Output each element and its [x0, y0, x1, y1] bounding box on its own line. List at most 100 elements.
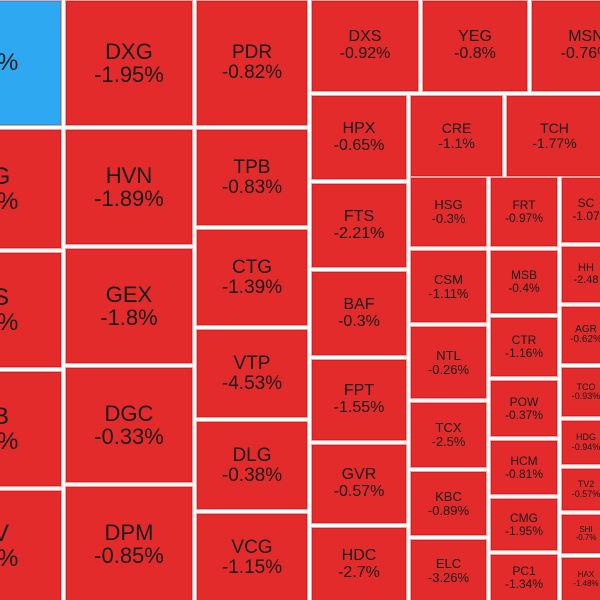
tile-symbol: MSN — [568, 28, 600, 46]
tile-symbol: FPT — [343, 382, 375, 400]
tile-change: -2.21% — [333, 224, 385, 242]
tile-ctr[interactable]: CTR -1.16% — [490, 317, 558, 377]
tile-change: -0.93% — [571, 391, 600, 401]
tile-csm[interactable]: CSM -1.11% — [410, 250, 487, 323]
tile-change: -1.77% — [532, 135, 577, 151]
tile-ntl[interactable]: NTL -0.26% — [410, 326, 487, 399]
tile-symbol: DXG — [105, 38, 153, 64]
tile-s[interactable]: S3% — [0, 252, 62, 368]
tile-symbol: SC — [577, 196, 595, 211]
tile-change: -0.65% — [333, 136, 385, 154]
tile-hcm[interactable]: HCM -0.81% — [490, 440, 558, 495]
tile-pc1[interactable]: PC1 -1.34% — [490, 554, 558, 600]
tile-gex[interactable]: GEX -1.8% — [65, 248, 193, 364]
tile-baf[interactable]: BAF -0.3% — [311, 271, 407, 356]
tile-dpm[interactable]: DPM -0.85% — [65, 486, 193, 600]
tile-hvn[interactable]: HVN -1.89% — [65, 129, 193, 245]
tile-change: -0.26% — [427, 361, 470, 377]
tile-change: -0.38% — [221, 464, 283, 486]
tile-cre[interactable]: CRE -1.1% — [410, 95, 503, 177]
tile-change: -0.92% — [339, 45, 391, 62]
tile-symbol: VCG — [231, 536, 273, 558]
tile-symbol: BAF — [343, 295, 375, 313]
tile-symbol: GVR — [341, 466, 377, 484]
tile-change: -1.89% — [94, 186, 164, 211]
tile-cut-0[interactable]: 7% — [0, 0, 62, 126]
tile-gvr[interactable]: GVR -0.57% — [311, 444, 407, 524]
tile-symbol: VTP — [233, 352, 271, 374]
tile-v[interactable]: V3% — [0, 490, 62, 600]
tile-dgc[interactable]: DGC -0.33% — [65, 367, 193, 483]
tile-symbol: G — [0, 164, 10, 189]
tile-change: -1.55% — [333, 399, 385, 416]
tile-change: -0.4% — [508, 281, 540, 295]
tile-fpt[interactable]: FPT -1.55% — [311, 359, 407, 441]
tile-fts[interactable]: FTS -2.21% — [311, 183, 407, 268]
tile-change: -1.48% — [573, 578, 599, 588]
tile-tcx[interactable]: TCX -2.5% — [410, 402, 487, 468]
tile-change: -0.57% — [571, 488, 600, 499]
tile-change: -0.97% — [504, 211, 544, 225]
tile-hsg[interactable]: HSG -0.3% — [410, 177, 487, 247]
tile-tv2[interactable]: TV2 -0.57% — [561, 468, 600, 511]
tile-elc[interactable]: ELC -3.26% — [410, 539, 487, 600]
tile-symbol: V — [0, 521, 9, 546]
tile-symbol: SHI — [579, 524, 593, 534]
tile-symbol: HSG — [434, 197, 463, 213]
tile-pdr[interactable]: PDR -0.82% — [196, 0, 308, 126]
tile-cmg[interactable]: CMG -1.95% — [490, 498, 558, 551]
tile-vtp[interactable]: VTP -4.53% — [196, 329, 308, 418]
tile-symbol: FTS — [343, 207, 375, 225]
tile-g[interactable]: G1% — [0, 129, 62, 249]
tile-symbol: NTL — [436, 347, 461, 363]
tile-change: 3% — [0, 429, 18, 454]
tile-change: -0.7% — [575, 533, 597, 542]
tile-change: -1.8% — [100, 305, 158, 330]
tile-shi[interactable]: SHI -0.7% — [561, 514, 600, 554]
tile-symbol: TCH — [540, 120, 569, 137]
tile-hax[interactable]: HAX -1.48% — [561, 557, 600, 600]
tile-b[interactable]: B3% — [0, 371, 62, 487]
tile-vcg[interactable]: VCG -1.15% — [196, 513, 308, 600]
tile-tco[interactable]: TCO -0.93% — [561, 367, 600, 417]
tile-change: -3.26% — [427, 569, 470, 585]
tile-dxg[interactable]: DXG -1.95% — [65, 0, 193, 126]
tile-change: -0.57% — [333, 483, 385, 500]
tile-sc[interactable]: SC -1.07 — [561, 177, 600, 243]
tile-tch[interactable]: TCH -1.77% — [506, 95, 600, 177]
tile-hpx[interactable]: HPX -0.65% — [311, 95, 407, 180]
tile-change: -0.62% — [570, 334, 600, 345]
tile-symbol: DPM — [104, 519, 154, 545]
tile-kbc[interactable]: KBC -0.89% — [410, 471, 487, 536]
tile-change: -0.37% — [504, 407, 544, 422]
tile-change: -0.83% — [221, 176, 283, 198]
tile-msb[interactable]: MSB -0.4% — [490, 250, 558, 314]
tile-change: -4.53% — [221, 372, 283, 394]
tile-change: -1.95% — [504, 523, 544, 538]
tile-msn[interactable]: MSN-0.76% — [531, 0, 600, 92]
tile-symbol: YEG — [458, 28, 492, 46]
tile-ctg[interactable]: CTG -1.39% — [196, 229, 308, 326]
tile-change: -1.95% — [94, 62, 164, 87]
tile-hh[interactable]: HH -2.48 — [561, 246, 600, 303]
tile-symbol: HCM — [510, 453, 538, 468]
tile-symbol: HH — [578, 261, 594, 274]
tile-symbol: DGC — [104, 400, 154, 426]
tile-dxs[interactable]: DXS -0.92% — [311, 0, 419, 92]
tile-change: -1.1% — [438, 135, 475, 151]
tile-symbol: CMG — [510, 510, 538, 525]
tile-change: -1.16% — [504, 346, 544, 360]
tile-dlg[interactable]: DLG -0.38% — [196, 421, 308, 510]
tile-hdg[interactable]: HDG -0.94% — [561, 420, 600, 465]
tile-tpb[interactable]: TPB -0.83% — [196, 129, 308, 226]
tile-pow[interactable]: POW -0.37% — [490, 380, 558, 437]
tile-hdc[interactable]: HDC -2.7% — [311, 527, 407, 600]
tile-agr[interactable]: AGR -0.62% — [561, 306, 600, 364]
tile-frt[interactable]: FRT -0.97% — [490, 177, 558, 247]
tile-change: 7% — [0, 50, 18, 75]
tile-symbol: TPB — [233, 156, 271, 178]
tile-yeg[interactable]: YEG -0.8% — [422, 0, 528, 92]
tile-change: -0.85% — [94, 543, 164, 568]
tile-symbol: CSM — [434, 271, 463, 287]
tile-symbol: HPX — [342, 119, 376, 137]
